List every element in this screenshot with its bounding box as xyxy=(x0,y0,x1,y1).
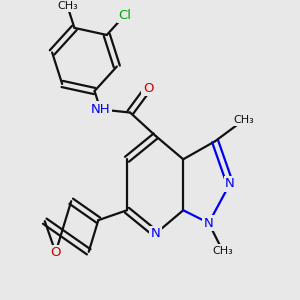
Text: N: N xyxy=(204,217,214,230)
Text: O: O xyxy=(50,246,61,259)
Text: N: N xyxy=(225,177,235,190)
Text: NH: NH xyxy=(91,103,110,116)
Text: CH₃: CH₃ xyxy=(233,115,254,125)
Text: O: O xyxy=(143,82,153,94)
Text: CH₃: CH₃ xyxy=(57,1,78,11)
Text: N: N xyxy=(151,227,160,240)
Text: Cl: Cl xyxy=(118,9,131,22)
Text: CH₃: CH₃ xyxy=(212,246,233,256)
